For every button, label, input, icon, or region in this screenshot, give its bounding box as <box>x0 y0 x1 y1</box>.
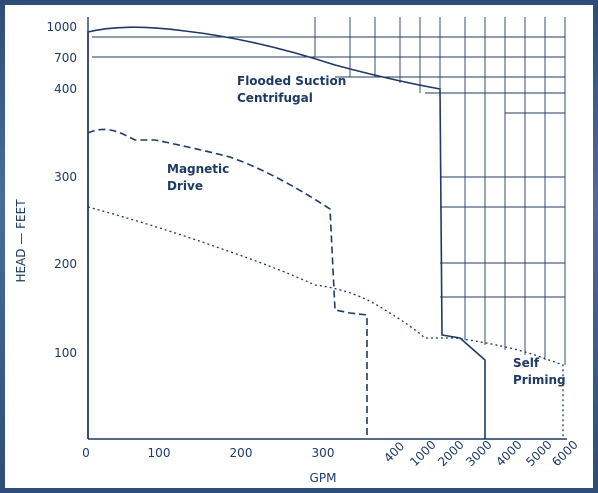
y-tick-label: 100 <box>54 346 77 360</box>
self-priming-label-line1: Self <box>513 356 540 370</box>
magnetic-drive-label-line1: Magnetic <box>167 162 229 176</box>
self-priming-label-line2: Priming <box>513 373 566 387</box>
magnetic-drive-label-line2: Drive <box>167 179 203 193</box>
x-tick-label: 1000 <box>407 438 438 469</box>
x-tick-label: 100 <box>148 446 171 460</box>
y-axis-title: HEAD — FEET <box>14 199 28 283</box>
self-priming-curve <box>87 206 564 439</box>
y-tick-label: 700 <box>54 51 77 65</box>
x-tick-labels: 0 100 200 300 400 1000 2000 3000 4000 50… <box>82 438 581 469</box>
x-tick-label: 2000 <box>435 438 466 469</box>
x-tick-label: 3000 <box>463 438 494 469</box>
y-tick-label: 200 <box>54 257 77 271</box>
y-tick-label: 400 <box>54 82 77 96</box>
x-tick-label: 4000 <box>493 438 524 469</box>
pump-performance-chart: Flooded Suction Centrifugal Magnetic Dri… <box>14 17 581 485</box>
x-tick-label: 200 <box>230 446 253 460</box>
magnetic-drive-curve <box>87 128 368 439</box>
flooded-suction-centrifugal-curve <box>87 26 486 439</box>
x-tick-label: 300 <box>312 446 335 460</box>
x-tick-label: 5000 <box>523 438 554 469</box>
flooded-suction-label-line1: Flooded Suction <box>237 74 346 88</box>
x-tick-label: 6000 <box>549 438 580 469</box>
x-tick-label: 0 <box>82 446 90 460</box>
x-tick-label: 400 <box>381 439 407 465</box>
chart-panel: Flooded Suction Centrifugal Magnetic Dri… <box>5 5 593 488</box>
y-tick-labels: 100 200 300 400 700 1000 <box>46 20 77 360</box>
y-tick-label: 1000 <box>46 20 77 34</box>
x-axis-title: GPM <box>310 471 337 485</box>
log-grid <box>92 17 566 365</box>
flooded-suction-label-line2: Centrifugal <box>237 91 313 105</box>
y-tick-label: 300 <box>54 170 77 184</box>
